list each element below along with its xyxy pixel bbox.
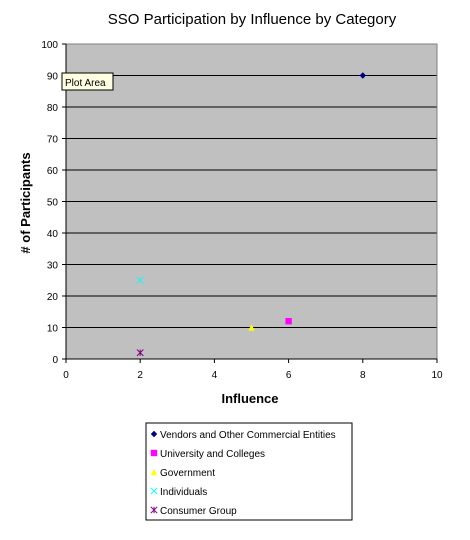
legend-box [145,422,353,521]
legend-marker [150,487,158,495]
x-tick-label: 0 [63,370,69,381]
x-tick-labels: 0 2 4 6 8 10 [63,370,443,381]
y-tick-label: 80 [47,103,59,114]
legend-marker [150,449,158,457]
data-point [136,349,144,357]
data-point [285,318,292,325]
y-tick-label: 40 [47,229,59,240]
y-tick-label: 90 [47,72,59,83]
y-tick-label: 30 [47,261,59,272]
y-tick-label: 50 [47,198,59,209]
data-point [359,72,366,79]
tooltip-text: Plot Area [65,78,106,89]
chart-title: SSO Participation by Influence by Catego… [108,11,397,28]
x-tick-label: 10 [431,370,443,381]
legend-entry: Vendors and Other Commercial Entities [150,430,336,441]
legend-entry: Consumer Group [150,506,237,517]
data-points [136,72,366,357]
x-tick-label: 2 [137,370,143,381]
x-axis-label: Influence [221,391,278,406]
data-point [248,324,255,331]
legend-items: Vendors and Other Commercial Entities Uni… [150,430,336,517]
legend-label: University and Colleges [160,449,265,460]
legend: Vendors and Other Commercial Entities Uni… [145,422,353,521]
legend-entry: University and Colleges [150,449,265,460]
data-point [136,276,144,284]
x-tick-label: 6 [286,370,292,381]
y-tick-label: 20 [47,292,59,303]
y-tick-label: 10 [47,324,59,335]
y-tick-label: 60 [47,166,59,177]
tooltip-box [61,72,114,91]
x-tick-label: 8 [360,370,366,381]
legend-marker [150,468,158,476]
y-tick-label: 70 [47,135,59,146]
y-axis-label: # of Participants [18,152,33,253]
y-tick-label: 100 [41,40,58,51]
legend-marker [150,506,158,514]
y-tick-label: 0 [52,355,58,366]
x-tick-label: 4 [212,370,218,381]
legend-entry: Government [150,468,215,479]
legend-label: Consumer Group [160,506,237,517]
y-tick-labels: 0 10 20 30 40 50 60 70 80 90 100 [41,40,58,366]
legend-label: Individuals [160,487,207,498]
legend-label: Vendors and Other Commercial Entities [160,430,336,441]
legend-marker [150,430,158,438]
legend-entry: Individuals [150,487,207,498]
axes [62,43,438,363]
plot-area-tooltip: Plot Area [61,72,114,91]
legend-label: Government [160,468,215,479]
